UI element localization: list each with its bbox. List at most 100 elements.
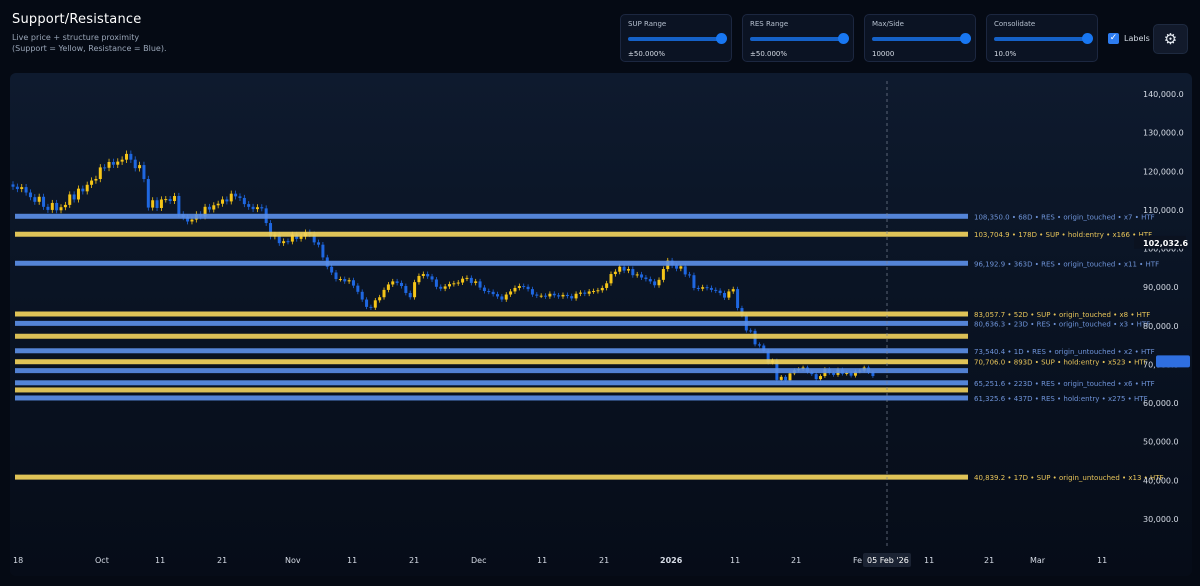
consolidate-slider-handle[interactable] xyxy=(1082,33,1093,44)
candle xyxy=(469,277,473,283)
candle xyxy=(784,376,788,381)
res-range-slider[interactable] xyxy=(750,33,849,44)
candle xyxy=(103,167,107,169)
x-tick-label: 11 xyxy=(155,556,165,565)
candle xyxy=(347,280,351,282)
level-band xyxy=(15,231,968,237)
candle xyxy=(164,199,168,201)
gear-icon: ⚙ xyxy=(1163,30,1178,48)
candle xyxy=(701,287,705,289)
candle xyxy=(522,286,526,288)
candle xyxy=(225,199,229,202)
candle xyxy=(116,161,120,165)
candle xyxy=(107,162,111,168)
level-band xyxy=(15,368,968,374)
candle xyxy=(321,244,325,258)
candle xyxy=(592,291,596,293)
candle xyxy=(565,294,569,297)
candle xyxy=(369,306,373,308)
x-tick-label: 11 xyxy=(537,556,547,565)
max-side-slider-handle[interactable] xyxy=(960,33,971,44)
settings-button[interactable]: ⚙ xyxy=(1153,24,1188,54)
labels-checkbox[interactable]: ✓ xyxy=(1108,33,1119,44)
level-band xyxy=(15,260,968,266)
candle xyxy=(430,276,434,280)
candle xyxy=(705,287,709,289)
candle xyxy=(378,297,382,301)
candle xyxy=(762,345,766,351)
candle xyxy=(552,293,556,296)
candle xyxy=(696,287,700,289)
candle xyxy=(727,291,731,298)
candle xyxy=(85,184,89,192)
candle xyxy=(11,184,15,187)
candle xyxy=(421,274,425,276)
y-tick-label: 60,000.0 xyxy=(1143,399,1179,408)
level-label: 108,350.0 • 68D • RES • origin_touched •… xyxy=(974,213,1155,221)
candle xyxy=(478,281,482,288)
candle xyxy=(832,372,836,375)
candle xyxy=(517,286,521,288)
candle xyxy=(124,153,128,160)
candle xyxy=(55,202,59,211)
candle xyxy=(736,289,740,309)
candle xyxy=(290,234,294,242)
candle xyxy=(42,196,46,207)
sup-range-slider-handle[interactable] xyxy=(716,33,727,44)
sup-range-slider[interactable] xyxy=(628,33,727,44)
price-tag: 102,032.6 xyxy=(1143,239,1188,248)
candle xyxy=(757,344,761,346)
candle xyxy=(487,291,491,293)
x-tick-label: 21 xyxy=(409,556,419,565)
res-range-slider-handle[interactable] xyxy=(838,33,849,44)
consolidate-slider[interactable] xyxy=(994,33,1093,44)
x-tick-label: 21 xyxy=(599,556,609,565)
x-tick-label: Fe xyxy=(853,556,862,565)
candle xyxy=(98,167,102,179)
candle xyxy=(626,269,630,271)
y-tick-label: 120,000.0 xyxy=(1143,167,1184,176)
level-band xyxy=(15,348,968,354)
candle xyxy=(644,277,648,280)
candle xyxy=(622,266,626,271)
candle xyxy=(24,187,28,193)
max-side-slider[interactable] xyxy=(872,33,971,44)
y-tick-label: 40,000.0 xyxy=(1143,476,1179,485)
candle xyxy=(688,274,692,276)
x-tick-label: 18 xyxy=(13,556,23,565)
level-label: 80,636.3 • 23D • RES • origin_touched • … xyxy=(974,320,1150,328)
candle xyxy=(574,293,578,299)
candle xyxy=(28,192,32,198)
res-range-label: RES Range xyxy=(750,20,789,28)
candle xyxy=(373,300,377,308)
y-tick-label: 80,000.0 xyxy=(1143,322,1179,331)
candle xyxy=(465,277,469,279)
price-chart[interactable]: 108,350.0 • 68D • RES • origin_touched •… xyxy=(10,73,1192,576)
candle xyxy=(788,373,792,381)
candle xyxy=(173,196,177,202)
candle xyxy=(133,159,137,169)
candle xyxy=(238,196,242,198)
candle xyxy=(657,279,661,286)
candle xyxy=(151,200,155,208)
candle xyxy=(129,153,133,160)
candle xyxy=(59,207,63,211)
candle xyxy=(229,193,233,202)
candle xyxy=(718,290,722,293)
candle xyxy=(76,188,80,200)
x-tick-label: 11 xyxy=(730,556,740,565)
candle xyxy=(81,188,85,192)
candle xyxy=(513,287,517,292)
candle xyxy=(203,206,207,217)
candle xyxy=(317,242,321,245)
candle xyxy=(247,204,251,207)
candle xyxy=(609,274,613,284)
candle xyxy=(849,372,853,376)
candle xyxy=(168,199,172,202)
chart-panel[interactable]: 108,350.0 • 68D • RES • origin_touched •… xyxy=(10,73,1192,576)
subtitle-line-1: Live price + structure proximity xyxy=(12,33,140,42)
candle xyxy=(360,291,364,300)
candle xyxy=(68,194,72,205)
candle xyxy=(443,286,447,289)
labels-toggle[interactable]: ✓ Labels xyxy=(1108,33,1188,47)
